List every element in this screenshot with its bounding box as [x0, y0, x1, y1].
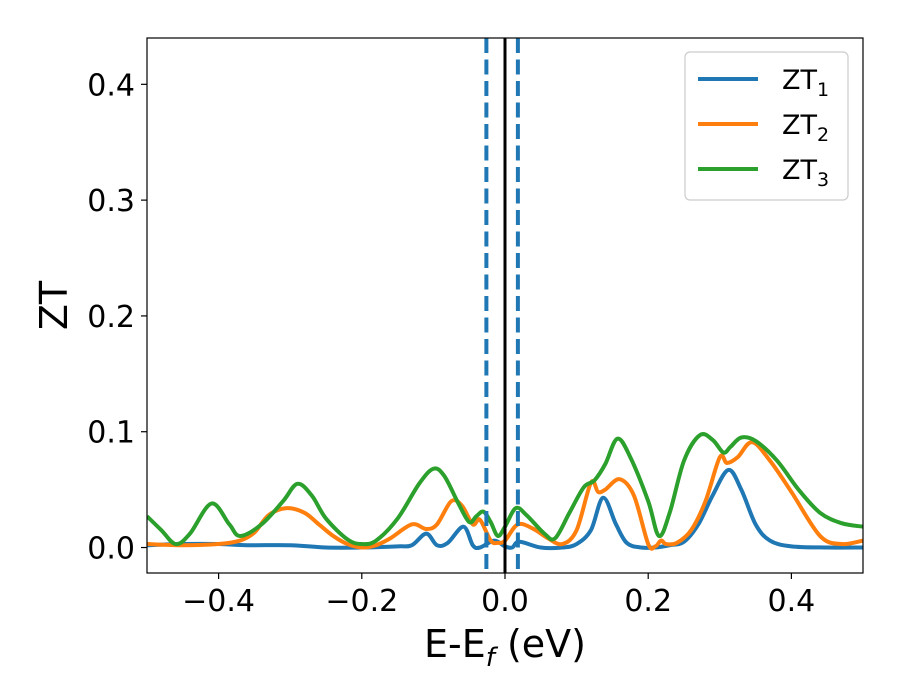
x-axis-title-main: E-E	[424, 622, 486, 666]
x-tick-label: 0.2	[624, 584, 672, 619]
legend-label-zt2: ZT2	[782, 110, 829, 146]
series-line-zt2	[147, 440, 863, 551]
y-tick-label: 0.4	[87, 68, 135, 103]
x-axis-title: E-Ef (eV)	[424, 622, 586, 673]
y-tick-label: 0.0	[87, 532, 135, 567]
y-tick-label: 0.3	[87, 184, 135, 219]
y-tick-label: 0.2	[87, 300, 135, 335]
legend-label-zt3: ZT3	[782, 155, 829, 191]
x-tick-label: 0.0	[481, 584, 529, 619]
x-tick-label: −0.4	[182, 584, 255, 619]
y-axis-title: ZT	[32, 280, 76, 330]
x-axis: −0.4 −0.2 0.0 0.2 0.4	[182, 573, 815, 619]
x-tick-label: 0.4	[768, 584, 816, 619]
legend-box	[684, 51, 849, 201]
x-tick-label: −0.2	[325, 584, 398, 619]
y-tick-label: 0.1	[87, 416, 135, 451]
legend-label-zt1: ZT1	[782, 65, 829, 101]
reference-lines-layer	[484, 38, 520, 573]
legend: ZT1 ZT2 ZT3	[684, 51, 849, 201]
y-axis: 0.0 0.1 0.2 0.3 0.4	[87, 68, 147, 567]
x-axis-title-unit: (eV)	[495, 622, 586, 666]
